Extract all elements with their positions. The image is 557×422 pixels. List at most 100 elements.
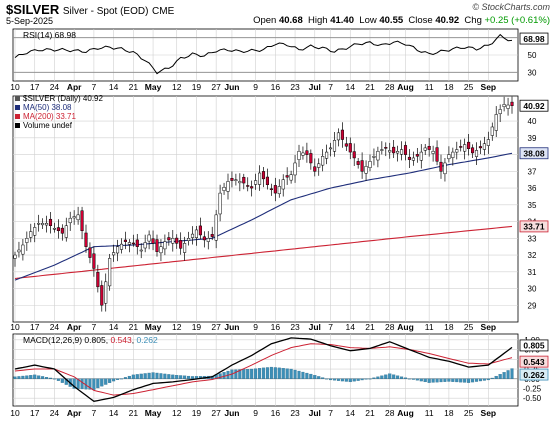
candle-body (277, 186, 281, 195)
candle-body (352, 151, 356, 159)
macd-histogram-bar (305, 372, 309, 379)
candle-body (482, 143, 486, 150)
candle-body (411, 157, 415, 161)
axis-middle-tick-label: 14 (109, 322, 119, 332)
macd-histogram-bar (41, 376, 45, 379)
axis-middle-tick-label: Jul (309, 322, 321, 332)
axis-top-tick-label: Apr (67, 82, 82, 92)
macd-histogram-bar (372, 377, 376, 379)
macd-legend-part: 0.543 (110, 335, 132, 345)
candle-body (419, 151, 423, 161)
candle-body (151, 238, 155, 244)
macd-histogram-bar (510, 368, 514, 379)
axis-middle-tick-label: 9 (253, 322, 258, 332)
macd-legend-part: 0.805 (84, 335, 106, 345)
macd-histogram-bar (309, 373, 313, 379)
macd-histogram-bar (242, 369, 246, 379)
macd-histogram-bar (179, 375, 183, 379)
low-value: 40.55 (379, 15, 404, 26)
candle-body (269, 188, 273, 191)
axis-top-tick-label: May (145, 82, 162, 92)
axis-top-tick-label: 27 (211, 82, 221, 92)
macd-histogram-bar (482, 378, 486, 381)
axis-middle-tick-label: Sep (481, 322, 497, 332)
axis-top-tick-label: 7 (92, 82, 97, 92)
macd-histogram-bar (332, 378, 337, 381)
macd-histogram-bar (112, 378, 116, 382)
macd-histogram-bar (258, 368, 262, 379)
candle-body (388, 150, 392, 153)
price-last-close-box (519, 99, 549, 112)
axis-top-tick-label: 21 (129, 82, 139, 92)
candle-body (25, 238, 29, 243)
macd-histogram-bar (494, 375, 498, 379)
axis-middle-tick-label: 28 (385, 322, 395, 332)
macd-histogram-bar (147, 372, 151, 379)
axis-bottom-tick-label: 16 (271, 408, 281, 418)
axis-bottom-tick-label: 14 (346, 408, 356, 418)
rsi-last-value: 68.98 (523, 34, 545, 44)
macd-histogram-bar (17, 376, 21, 379)
macd-histogram-bar (238, 369, 242, 379)
price-legend-swatch (15, 123, 20, 128)
axis-top-tick-label: 14 (109, 82, 119, 92)
axis-top-tick-label: 19 (192, 82, 202, 92)
ma50-line (14, 152, 513, 281)
axis-middle-tick-label: 12 (172, 322, 182, 332)
close-value: 40.92 (435, 15, 460, 26)
price-panel: 293031323334353637383940$SILVER (Daily) … (12, 94, 549, 323)
candle-body (84, 232, 88, 247)
macd-histogram-bar (21, 375, 25, 379)
watermark: © StockCharts.com (472, 2, 550, 12)
price-last-ma200-box (519, 220, 549, 233)
candle-body (88, 247, 92, 258)
candle-body (52, 228, 56, 230)
macd-histogram-bar (151, 372, 155, 379)
axis-top-tick-label: 21 (365, 82, 375, 92)
macd-histogram-bar (289, 368, 293, 379)
macd-histogram-bar (451, 378, 455, 382)
macd-histogram-bar (384, 374, 388, 379)
candle-body (494, 114, 498, 131)
candle-body (309, 153, 313, 164)
candle-body (486, 139, 490, 146)
macd-last-hist-box (519, 368, 549, 381)
candle-body (123, 239, 127, 242)
candle-body (100, 285, 104, 306)
macd-histogram-bar (321, 377, 325, 379)
candle-body (455, 149, 459, 153)
macd-histogram-bar (364, 378, 368, 380)
high-label: High (308, 15, 328, 26)
macd-histogram-bar (96, 378, 100, 389)
macd-histogram-bar (131, 374, 135, 379)
candle-body (297, 150, 301, 160)
macd-histogram-bar (325, 378, 329, 380)
macd-histogram-bar (108, 378, 112, 383)
macd-histogram-bar (486, 378, 490, 381)
candle-body (127, 242, 131, 245)
macd-histogram-bar (313, 375, 317, 379)
candle-body (80, 210, 84, 232)
candle-body (344, 143, 348, 147)
macd-histogram-bar (60, 378, 64, 383)
candle-body (246, 185, 250, 187)
macd-histogram-bar (336, 378, 340, 381)
macd-histogram-bar (29, 375, 33, 379)
macd-histogram-bar (88, 378, 92, 390)
macd-histogram-bar (443, 378, 447, 382)
macd-histogram-bar (190, 376, 195, 379)
candle-body (498, 109, 502, 115)
open-label: Open (253, 15, 277, 26)
candle-body (218, 192, 222, 215)
axis-top-tick-label: Aug (397, 82, 414, 92)
candle-body (29, 231, 33, 238)
candle-body (431, 150, 435, 154)
candle-body (356, 161, 360, 165)
macd-histogram-bar (163, 373, 167, 379)
candle-body (112, 252, 116, 256)
macd-histogram-bar (356, 378, 360, 381)
macd-histogram-bar (388, 373, 392, 379)
price-legend-swatch (15, 96, 20, 101)
macd-histogram-bar (329, 378, 333, 381)
